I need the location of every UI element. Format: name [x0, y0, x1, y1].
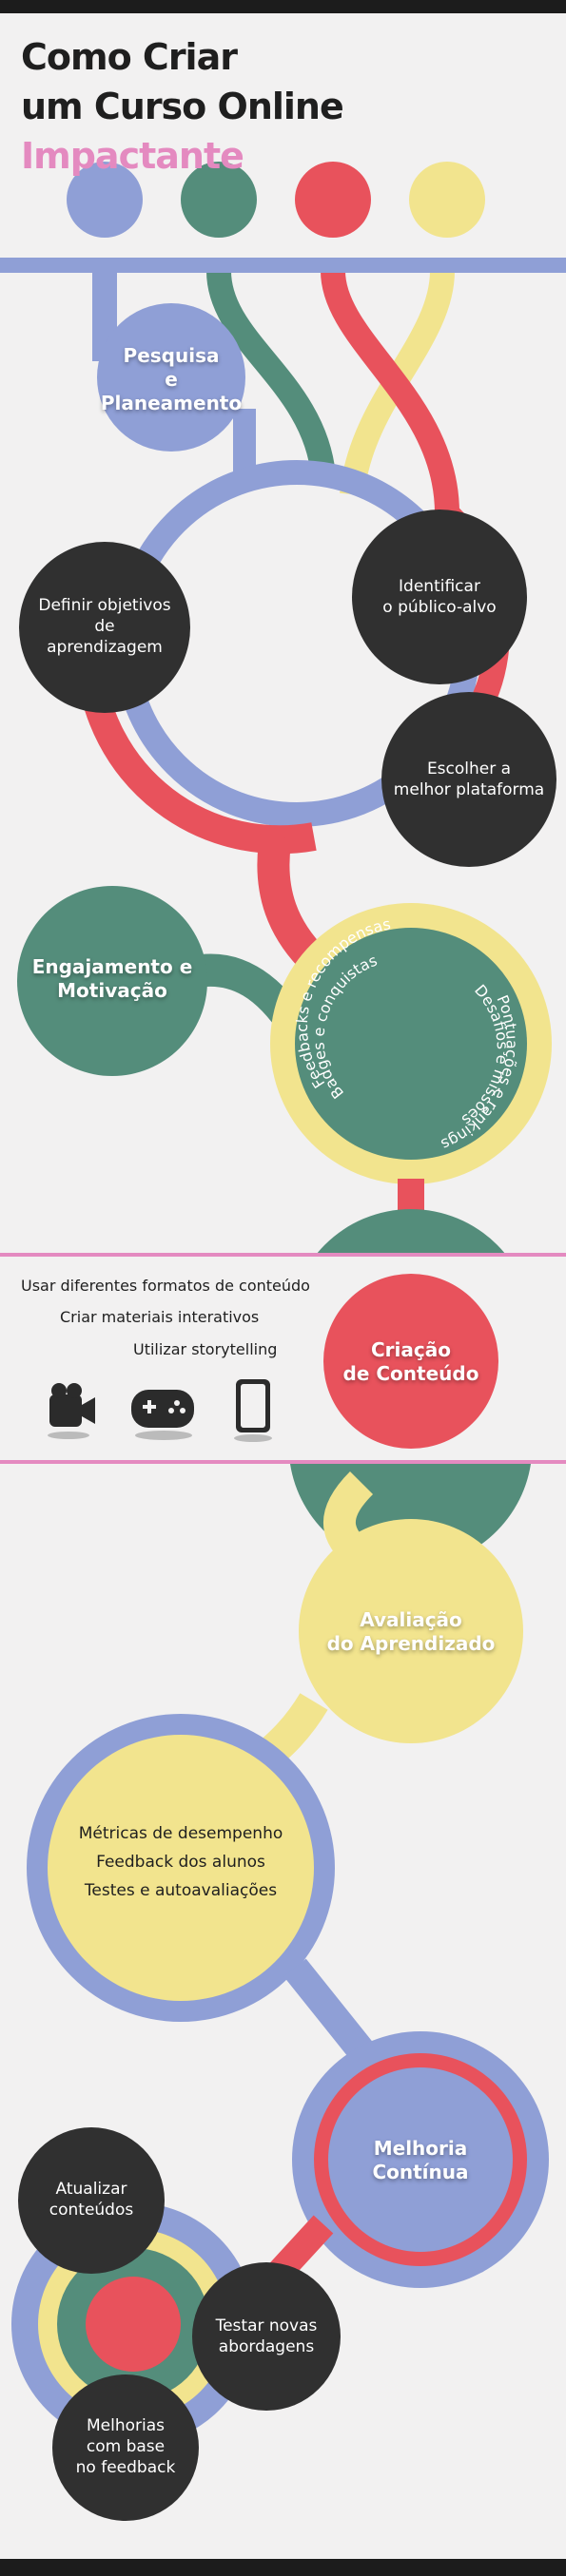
title-line1: Como Criar [21, 36, 238, 78]
stage4-item2: Feedback dos alunos [96, 1853, 265, 1872]
stage4-inner-circle [48, 1735, 314, 2001]
stage5-item3-circle [52, 2374, 199, 2521]
page-title: Como Criar um Curso Online Impactante [21, 32, 566, 181]
stage4-item3: Testes e autoavaliações [84, 1881, 278, 1900]
stage1-item3: Escolher a melhor plataforma [393, 759, 545, 799]
top-bar [0, 0, 566, 13]
stage5-title: Melhoria Contínua [372, 2137, 469, 2183]
stage5-item2-circle [192, 2262, 341, 2411]
dot-green [181, 162, 257, 238]
tablet-icon [234, 1379, 272, 1442]
dot-blue [67, 162, 143, 238]
stage1-item1: Definir objetivos de aprendizagem [38, 596, 171, 657]
dot-yellow [409, 162, 485, 238]
stage1-item2-circle [352, 509, 527, 684]
stage4-title: Avaliação do Aprendizado [326, 1608, 496, 1655]
stage1-item2: Identificar o público-alvo [382, 577, 497, 617]
stage3-item1: Usar diferentes formatos de conteúdo [21, 1277, 310, 1295]
stage5-title-circle [328, 2067, 513, 2252]
stage1-title-circle [97, 303, 245, 452]
stage3-title: Criação de Conteúdo [342, 1338, 479, 1385]
title-line2: um Curso Online Impactante [21, 82, 566, 181]
stage1-item3-circle [381, 692, 556, 867]
stage5-item1: Atualizar conteúdos [49, 2180, 134, 2220]
stage2-title-circle [17, 886, 207, 1076]
title-line2-main: um Curso Online [21, 86, 344, 127]
stage4-title-circle [299, 1519, 523, 1743]
gamepad-icon [131, 1390, 194, 1440]
stage2-title: Engajamento e Motivação [31, 955, 193, 1002]
stage5-item3: Melhorias com base no feedback [75, 2416, 176, 2477]
header-stripe [0, 258, 566, 273]
stage5-item2: Testar novas abordagens [215, 2316, 318, 2356]
video-camera-icon [48, 1383, 95, 1439]
stage5-item1-circle [18, 2127, 165, 2274]
dot-red [295, 162, 371, 238]
stage2-inner-circle [295, 928, 527, 1160]
stage4-item1: Métricas de desempenho [78, 1824, 283, 1843]
stage1-title: Pesquisa e Planeamento [100, 344, 243, 414]
title-accent: Impactante [21, 135, 244, 177]
stage3-item3: Utilizar storytelling [133, 1340, 278, 1358]
stage1-item1-circle [19, 542, 190, 713]
stage3-title-circle [323, 1274, 498, 1449]
bottom-bar [0, 2559, 566, 2576]
stage3-item2: Criar materiais interativos [60, 1308, 260, 1326]
